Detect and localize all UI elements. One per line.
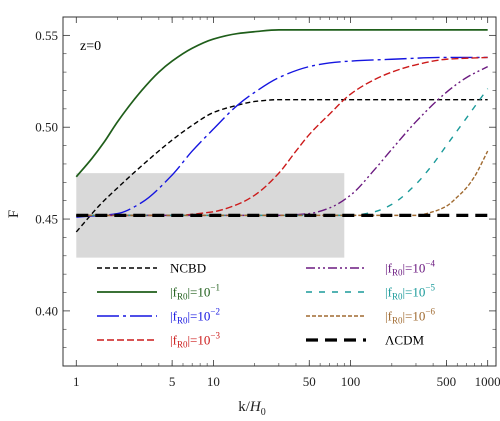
legend-label: |fR0|=10−3: [170, 331, 220, 350]
x-tick-label: 500: [437, 374, 457, 389]
x-axis-label-italic: H: [249, 399, 262, 415]
legend: NCBD |fR0|=10−4 |fR0|=10−1 |fR0|=10−5 |fR0|=…: [97, 259, 435, 350]
legend-label: ΛCDM: [385, 333, 424, 348]
x-axis-label-sub: 0: [261, 407, 266, 418]
series-line-6: [76, 150, 489, 217]
series-line-4: [76, 65, 489, 217]
legend-label: |fR0|=10−6: [385, 307, 435, 326]
x-tick-label: 50: [303, 374, 316, 389]
legend-label: |fR0|=10−5: [385, 283, 435, 302]
legend-label: |fR0|=10−4: [385, 259, 435, 278]
plot-frame: [62, 16, 497, 367]
series-line-2: [76, 56, 488, 218]
y-tick-label: 0.40: [35, 303, 58, 318]
x-axis-label-text: k/: [238, 399, 251, 415]
x-tick-label: 100: [341, 374, 361, 389]
y-tick-label: 0.55: [35, 28, 58, 43]
legend-label: NCBD: [170, 261, 206, 276]
x-tick-label: 5: [169, 374, 176, 389]
y-tick-label: 0.50: [35, 120, 58, 135]
x-tick-label: 1: [73, 374, 80, 389]
series-line-3: [76, 56, 488, 217]
x-axis-label: k/H0: [238, 399, 266, 418]
series-layer: [75, 29, 489, 233]
y-axis-label: F: [6, 210, 22, 218]
frame-layer: [62, 16, 497, 367]
legend-label: |fR0|=10−1: [170, 283, 220, 302]
chart-annotation: z=0: [80, 39, 101, 54]
x-tick-label: 1000: [475, 374, 500, 389]
y-tick-label: 0.45: [35, 212, 58, 227]
legend-label: |fR0|=10−2: [170, 307, 220, 326]
series-line-0: [75, 98, 488, 233]
tick-layer: 1 5 10 50 100 500 1000 0.40 0.45 0.50 0.55: [35, 17, 500, 389]
x-tick-label: 10: [207, 374, 220, 389]
series-line-1: [75, 29, 488, 178]
